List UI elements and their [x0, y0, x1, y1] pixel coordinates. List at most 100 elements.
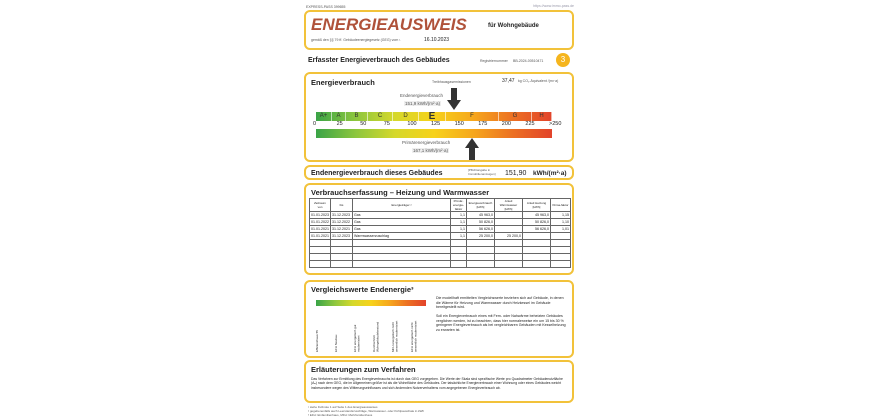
table-row: [309, 253, 571, 261]
table-cell: Gas: [352, 218, 451, 226]
class-C: C: [368, 112, 393, 121]
table-cell: 1,15: [550, 211, 571, 219]
table-cell: [352, 239, 451, 247]
table-cell: [450, 239, 467, 247]
table-cell: [494, 211, 523, 219]
prim-number: 167,1: [413, 148, 425, 153]
table-cell: [522, 239, 551, 247]
issue-date: 16.10.2023: [424, 37, 450, 43]
table-cell: [330, 239, 353, 247]
table-cell: [494, 225, 523, 233]
table-cell: 01.01.2021: [309, 225, 331, 233]
th-heizung: Anteil Heizung [kWh]: [522, 198, 551, 212]
th-von: von: [317, 205, 323, 209]
header-box: ENERGIEAUSWEIS für Wohngebäude gemäß den…: [304, 10, 574, 50]
tick-label: >250: [549, 121, 562, 127]
table-cell: [330, 260, 353, 268]
th-zeitraum: Zeitraum: [314, 201, 326, 205]
table-cell: 01.01.2022: [309, 218, 331, 226]
table-cell: [522, 246, 551, 254]
end-value: 151,9 kWh/(m²·a): [404, 101, 442, 106]
co2-label: Treibhausgasemissionen: [432, 80, 471, 84]
th-verbrauch: Energieverbrauch [kWh]: [466, 198, 495, 212]
class-A+: A+: [316, 112, 332, 121]
class-F: F: [446, 112, 499, 121]
compare-label: Effizienzhaus 55: [315, 330, 319, 352]
footnotes: ¹ siehe Fußnote 1 auf Seite 1 des Energi…: [308, 405, 424, 417]
explain-text: Das Verfahren zur Ermittlung des Energie…: [311, 377, 563, 390]
table-cell: [550, 232, 571, 240]
table-cell: 25 200,0: [466, 232, 495, 240]
table-cell: [352, 253, 451, 261]
table-cell: 1,1: [450, 218, 467, 226]
co2-unit: kg CO₂-Äquivalent /(m²·a): [518, 79, 559, 83]
table-cell: [550, 253, 571, 261]
table-row: 01.01.2023 31.12.2023 Gas 1,1 45 963,0 45 963…: [309, 211, 571, 219]
primary-scale: [316, 129, 552, 138]
th-klimafaktor: Klima-faktor: [550, 198, 571, 212]
tick-label: 75: [383, 121, 390, 127]
table-cell: [466, 239, 495, 247]
tick-label: 200: [501, 121, 511, 127]
table-cell: [550, 246, 571, 254]
tick-label: 125: [431, 121, 441, 127]
co2-value: 37,47: [502, 78, 515, 84]
table-cell: [522, 253, 551, 261]
document-page: EXPRESS-PASS 399655 https://www.immo-pas…: [300, 0, 578, 420]
tick-label: 50: [360, 121, 367, 127]
table-cell: 31.12.2023: [330, 211, 353, 219]
energy-title: Energieverbrauch: [311, 78, 375, 87]
doc-id: EXPRESS-PASS 399655: [306, 5, 346, 9]
footnote-1: ¹ siehe Fußnote 1 auf Seite 1 des Energi…: [308, 405, 378, 409]
th-energietraeger: Energieträger ²: [352, 198, 451, 212]
table-cell: [450, 260, 467, 268]
table-cell: Warmwasserzuschlag: [352, 232, 451, 240]
reg-number: BB-2024-00510471: [513, 59, 544, 63]
summary-box: Endenergieverbrauch dieses Gebäudes [Pfl…: [304, 165, 574, 180]
table-cell: [466, 246, 495, 254]
table-cell: [330, 246, 353, 254]
class-D: D: [393, 112, 419, 121]
explain-title: Erläuterungen zum Verfahren: [311, 365, 416, 374]
table-cell: [309, 239, 331, 247]
table-cell: [309, 246, 331, 254]
table-cell: 25 200,0: [494, 232, 523, 240]
th-warmwasser: Anteil Warmwasser [kWh]: [494, 198, 523, 212]
compare-text-2: Soll ein Energieverbrauch eines mit Fern…: [436, 314, 566, 332]
table-cell: [550, 260, 571, 268]
table-cell: 31.12.2022: [330, 218, 353, 226]
consumption-table: Zeitraum von bis Energieträger ² Primär-e…: [309, 198, 571, 268]
table-row: 01.01.2022 31.12.2022 Gas 1,1 50 826,0 50 826…: [309, 218, 571, 226]
footnote-2: ² gegebenenfalls auch Leerstandszuschläg…: [308, 409, 425, 413]
compare-text-1: Die modellhaft ermittelten Vergleichswer…: [436, 296, 564, 310]
table-cell: Gas: [352, 225, 451, 233]
table-cell: [494, 253, 523, 261]
compare-label: MFH energetisch nicht wesentlich moderni…: [391, 320, 399, 352]
compare-box: Vergleichswerte Endenergie³ Effizienzhau…: [304, 280, 574, 358]
primaerenergie-arrow-icon: [465, 138, 479, 160]
tick-label: 100: [407, 121, 417, 127]
law-text: gemäß den §§ 79 ff. Gebäudeenergiegesetz…: [311, 38, 401, 42]
prim-value: 167,1 kWh/(m²·a): [412, 148, 450, 153]
table-row: 01.01.2021 31.12.2023 Warmwasserzuschlag 1,…: [309, 232, 571, 240]
compare-label: EFH Neubau: [334, 334, 338, 352]
table-cell: 45 963,0: [522, 211, 551, 219]
table-cell: [450, 253, 467, 261]
summary-value: 151,90: [505, 170, 527, 177]
end-unit: kWh/(m²·a): [417, 101, 441, 106]
end-label: Endenergieverbrauch: [400, 93, 444, 98]
table-cell: [352, 246, 451, 254]
table-cell: [550, 239, 571, 247]
table-cell: [466, 253, 495, 261]
table-cell: 01.01.2021: [309, 232, 331, 240]
class-B: B: [346, 112, 368, 121]
compare-label: Durchschnitt Wohngebäudebestand: [372, 321, 380, 352]
doc-title: ENERGIEAUSWEIS: [311, 15, 467, 34]
tick-label: 0: [313, 121, 317, 127]
table-cell: [352, 260, 451, 268]
endenergie-arrow-icon: [447, 88, 461, 110]
section-title: Erfasster Energieverbrauch des Gebäudes: [308, 57, 450, 64]
th-primaerfaktor: Primär-energie-faktor: [450, 198, 467, 212]
compare-labels: Effizienzhaus 55 EFH Neubau EFH energetisc…: [314, 310, 434, 355]
table-cell: 31.12.2021: [330, 225, 353, 233]
